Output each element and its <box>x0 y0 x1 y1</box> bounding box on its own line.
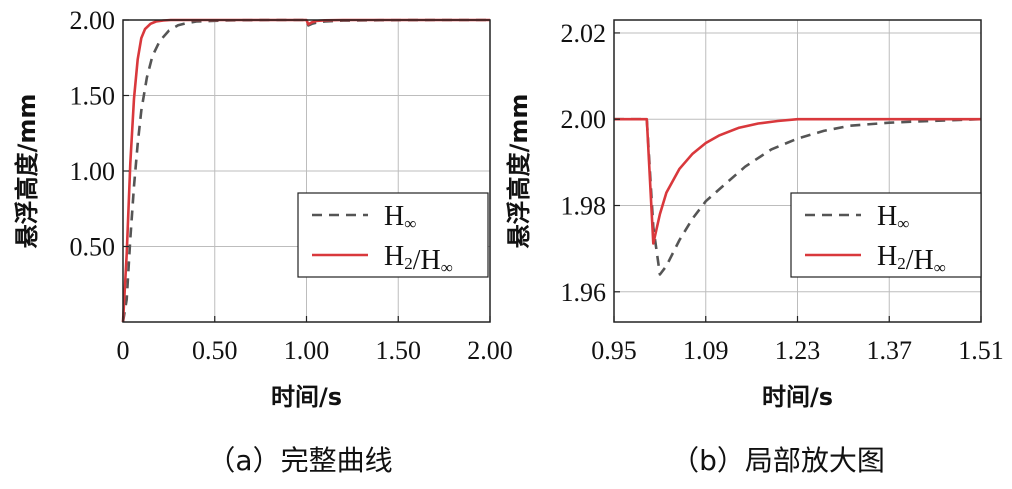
x-tick-label: 1.37 <box>867 336 913 365</box>
legend: H∞ H2/H∞ <box>790 192 982 278</box>
y-axis-label: 悬浮高度/mm <box>13 94 41 249</box>
x-tick-label: 1.00 <box>284 336 330 365</box>
legend: H∞ H2/H∞ <box>297 192 489 278</box>
x-tick-label: 0.50 <box>192 336 238 365</box>
chart-panel-b: 0.95 1.09 1.23 1.37 1.51 1.96 1.98 2.00 2.02 时间/s… <box>505 19 1004 477</box>
legend-label: H∞ <box>384 201 416 233</box>
y-tick-label: 1.98 <box>561 192 607 221</box>
x-axis-label: 时间/s <box>762 383 833 411</box>
series-line-h-inf <box>614 117 982 276</box>
y-tick-label: 2.00 <box>70 6 116 35</box>
legend-label: H2/H∞ <box>877 241 946 277</box>
panel-caption: （a）完整曲线 <box>207 444 392 477</box>
legend-label: H∞ <box>877 201 909 233</box>
y-tick-label: 2.00 <box>561 105 607 134</box>
y-axis-label: 悬浮高度/mm <box>505 94 533 249</box>
x-tick-label: 0 <box>117 336 130 365</box>
legend-label: H2/H∞ <box>384 241 453 277</box>
y-tick-label: 1.50 <box>70 82 116 111</box>
panel-caption: （b）局部放大图 <box>671 444 885 477</box>
x-tick-label: 2.00 <box>467 336 513 365</box>
x-tick-label: 1.23 <box>775 336 821 365</box>
legend-box <box>297 192 489 278</box>
x-tick-label: 0.95 <box>591 336 637 365</box>
chart-panel-a: 0 0.50 1.00 1.50 2.00 0.50 1.00 1.50 2.00 时间/s 悬浮高… <box>13 6 513 477</box>
x-tick-label: 1.09 <box>683 336 729 365</box>
x-tick-label: 1.50 <box>376 336 422 365</box>
x-tick-label: 1.51 <box>958 336 1004 365</box>
y-tick-label: 1.96 <box>561 278 607 307</box>
y-tick-label: 2.02 <box>561 19 607 48</box>
y-tick-label: 1.00 <box>70 157 116 186</box>
series-line-h2-h-inf <box>614 117 981 245</box>
y-tick-label: 0.50 <box>70 233 116 262</box>
legend-box <box>790 192 982 278</box>
x-axis-label: 时间/s <box>271 383 342 411</box>
